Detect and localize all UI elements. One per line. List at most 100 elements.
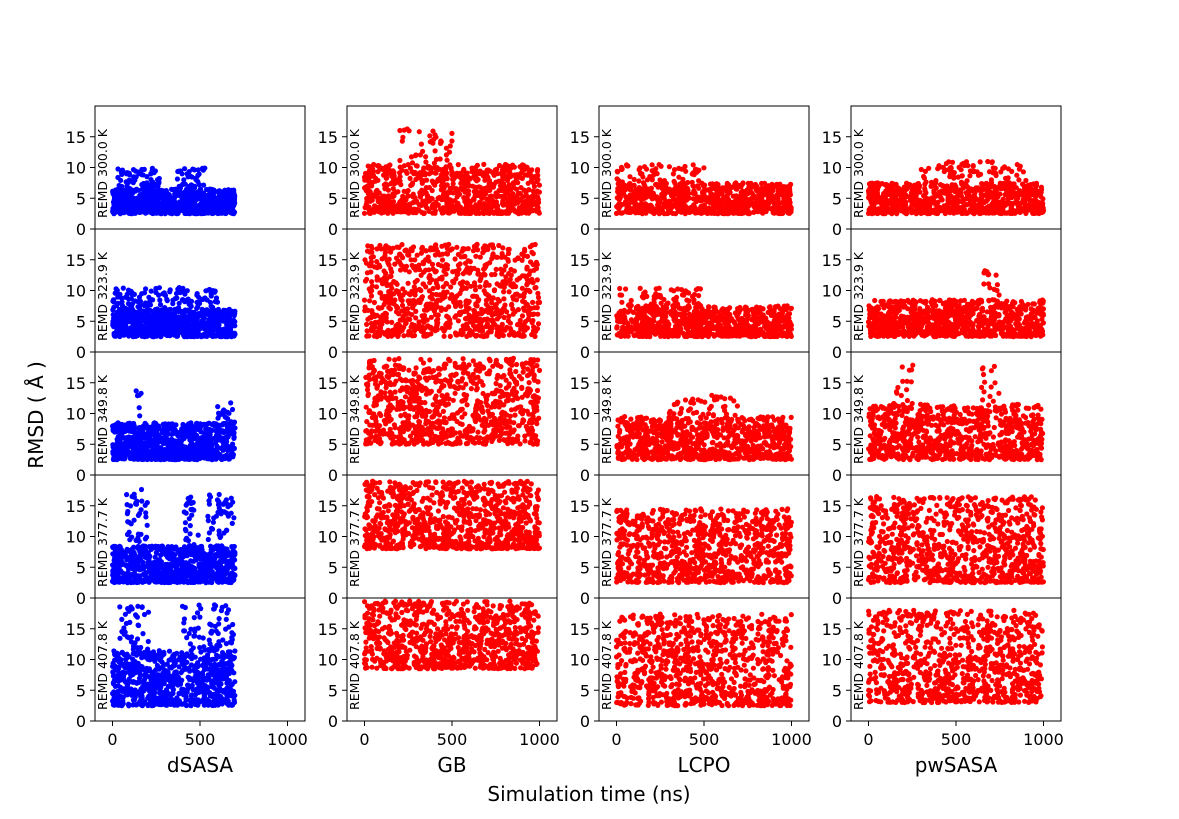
scatter-point (111, 197, 117, 203)
scatter-point (225, 447, 231, 453)
scatter-point (206, 637, 212, 643)
scatter-point (227, 191, 233, 197)
scatter-point (145, 609, 152, 615)
scatter-point (134, 680, 140, 686)
scatter-point (180, 181, 186, 187)
scatter-point (198, 441, 204, 447)
scatter-point (217, 210, 223, 216)
scatter-point (208, 209, 214, 215)
scatter-point (140, 206, 146, 212)
scatter-point (196, 171, 202, 177)
scatter-point (232, 692, 238, 699)
scatter-point (217, 203, 223, 209)
scatter-point (180, 436, 186, 442)
scatter-point (135, 512, 141, 519)
scatter-point (195, 167, 201, 173)
scatter-point (143, 446, 149, 452)
scatter-point (231, 430, 237, 436)
scatter-point (208, 662, 214, 668)
scatter-point (162, 568, 168, 574)
scatter-point (134, 652, 140, 658)
scatter-point (149, 333, 155, 339)
scatter-point (222, 453, 228, 459)
scatter-point (139, 333, 145, 339)
scatter-series-gb-1 (361, 126, 543, 217)
scatter-point (195, 625, 201, 631)
scatter-point (213, 333, 219, 339)
scatter-point (183, 702, 190, 709)
scatter-point (148, 177, 154, 183)
scatter-point (204, 333, 210, 339)
scatter-point (175, 674, 181, 681)
scatter-point (117, 545, 123, 551)
scatter-point (175, 168, 181, 175)
scatter-point (194, 689, 200, 695)
scatter-point (229, 561, 235, 567)
scatter-point (144, 307, 150, 313)
scatter-point (190, 574, 196, 580)
scatter-point (204, 657, 210, 663)
scatter-point (173, 669, 179, 675)
scatter-point (137, 451, 143, 457)
scatter-point (210, 456, 216, 462)
scatter-point (153, 699, 159, 705)
scatter-point (156, 292, 162, 298)
scatter-point (120, 209, 126, 215)
scatter-point (133, 664, 139, 670)
scatter-point (183, 209, 189, 215)
scatter-point (110, 702, 116, 708)
scatter-point (139, 604, 145, 610)
scatter-point (192, 442, 198, 448)
scatter-point (211, 562, 217, 568)
scatter-point (139, 686, 145, 692)
scatter-point (160, 189, 166, 195)
scatter-point (114, 287, 120, 294)
scatter-point (184, 635, 190, 641)
scatter-point (110, 205, 116, 211)
scatter-point (142, 327, 148, 334)
scatter-point (140, 631, 146, 637)
scatter-point (128, 443, 134, 449)
scatter-point (216, 616, 222, 622)
scatter-point (151, 691, 157, 697)
scatter-point (136, 575, 142, 581)
scatter-point (198, 649, 204, 655)
scatter-point (146, 183, 152, 189)
scatter-point (133, 388, 139, 394)
scatter-point (180, 566, 186, 573)
scatter-point (120, 285, 126, 291)
scatter-point (184, 171, 190, 177)
scatter-point (228, 452, 234, 458)
scatter-point (128, 560, 134, 566)
scatter-point (191, 327, 197, 333)
scatter-point (174, 695, 180, 701)
scatter-point (160, 440, 166, 447)
scatter-point (222, 414, 228, 420)
scatter-point (183, 330, 189, 336)
scatter-point (206, 430, 212, 436)
scatter-point (131, 420, 137, 427)
scatter-point (110, 298, 116, 304)
scatter-point (223, 603, 229, 609)
scatter-point (156, 666, 162, 672)
scatter-point (131, 517, 137, 523)
scatter-point (126, 318, 132, 325)
scatter-point (137, 544, 143, 550)
scatter-point (125, 679, 131, 685)
scatter-point (166, 192, 172, 198)
scatter-point (221, 407, 227, 413)
scatter-point (128, 639, 134, 645)
scatter-point (141, 290, 148, 296)
scatter-point (199, 306, 205, 312)
scatter-point (189, 210, 195, 216)
scatter-point (187, 546, 193, 552)
scatter-point (139, 172, 145, 178)
scatter-point (212, 662, 218, 668)
scatter-point (209, 684, 215, 690)
scatter-point (173, 702, 179, 708)
scatter-point (207, 693, 213, 699)
scatter-point (174, 176, 180, 182)
scatter-point (185, 307, 191, 313)
scatter-point (154, 550, 160, 556)
scatter-point (187, 641, 193, 647)
